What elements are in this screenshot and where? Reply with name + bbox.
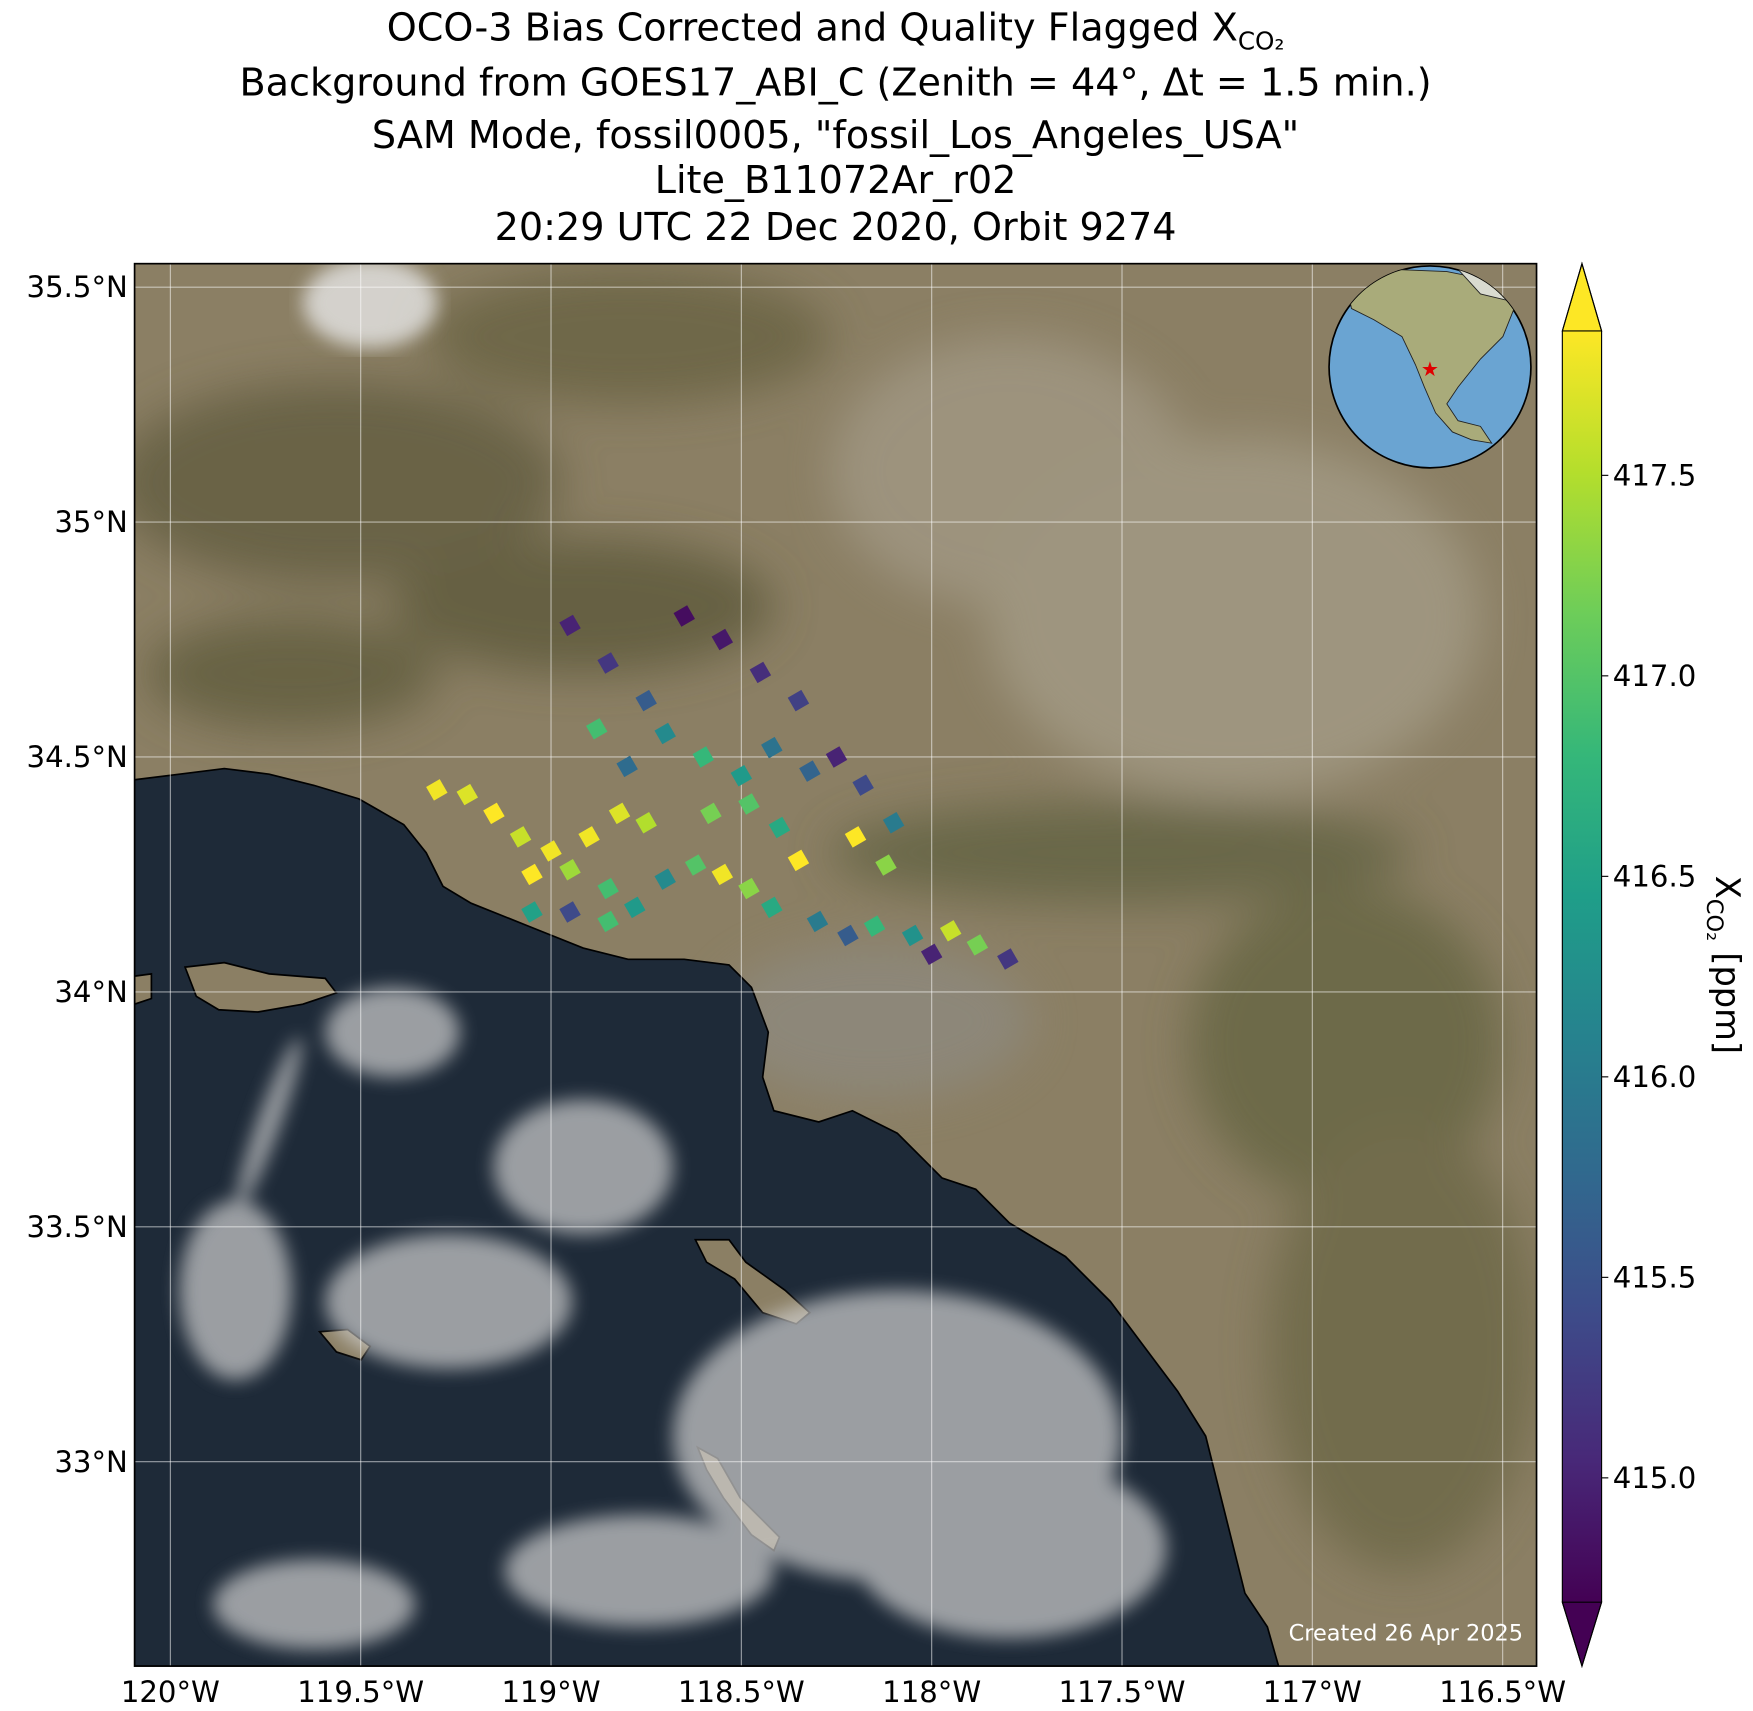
sounding (608, 802, 631, 825)
title-line: 20:29 UTC 22 Dec 2020, Orbit 9274 (495, 205, 1177, 249)
clouds (179, 987, 1167, 1650)
sounding (939, 920, 962, 942)
colorbar-label: XCO₂ [ppm] (1701, 876, 1747, 1054)
title-line: SAM Mode, fossil0005, "fossil_Los_Angele… (372, 113, 1299, 157)
sounding (787, 689, 810, 712)
sounding (852, 774, 874, 796)
map-frame (133, 262, 1538, 1667)
sounding (901, 924, 924, 947)
x-tick-label: 118°W (882, 1675, 981, 1709)
sounding (997, 948, 1019, 970)
sounding (711, 628, 734, 651)
colorbar-frame (1561, 261, 1603, 1669)
sounding (456, 783, 479, 806)
sounding (738, 793, 760, 815)
sounding (673, 605, 695, 627)
sounding (761, 896, 783, 919)
sounding (540, 840, 562, 862)
sounding (635, 812, 657, 834)
sounding (844, 826, 867, 848)
title-line: Lite_B11072Ar_r02 (655, 158, 1017, 202)
sounding (806, 910, 829, 933)
sounding (837, 924, 859, 947)
x-tick-label: 118.5°W (678, 1675, 805, 1709)
colorbar-label-main: X (1708, 876, 1747, 899)
y-tick-label: 33.5°N (27, 1210, 128, 1244)
y-tick-label: 35°N (54, 505, 127, 539)
sounding (825, 746, 848, 768)
sounding (521, 863, 543, 886)
annotation: Created 26 Apr 2025 (1289, 1620, 1523, 1646)
title-line: OCO-3 Bias Corrected and Quality Flagged… (387, 5, 1285, 55)
sounding (875, 854, 897, 876)
colorbar: 415.0 415.5 416.0 416.5 417.0 417.5 (1561, 261, 1696, 1669)
inset-globe: ★ (1328, 265, 1532, 469)
x-tick-label: 117°W (1263, 1675, 1362, 1709)
sounding (635, 689, 657, 712)
sounding (597, 910, 619, 933)
svg-text:★: ★ (1421, 357, 1439, 381)
sounding (692, 746, 715, 768)
y-tick-label: 34°N (54, 975, 127, 1009)
colorbar-tick-label: 415.5 (1613, 1260, 1696, 1294)
sounding (585, 718, 608, 740)
y-tick-label: 33°N (54, 1445, 127, 1479)
colorbar-extend-max (1561, 261, 1603, 332)
colorbar-tick-label: 417.0 (1613, 659, 1696, 693)
sounding (624, 896, 646, 919)
sounding (521, 901, 543, 923)
colorbar-label-unit: [ppm] (1708, 952, 1747, 1054)
colorbar-label-sub: CO₂ (1701, 899, 1727, 941)
x-tick-label: 119°W (502, 1675, 601, 1709)
y-tick-label: 35.5°N (27, 270, 128, 304)
title-text: OCO-3 Bias Corrected and Quality Flagged… (387, 5, 1238, 49)
map-background (134, 263, 1537, 1667)
sounding (559, 901, 581, 923)
sounding (654, 722, 676, 745)
sounding (761, 736, 783, 759)
sounding (730, 765, 753, 787)
sounding (749, 661, 772, 684)
sounding (559, 614, 581, 637)
title-subscript: CO₂ (1238, 26, 1285, 55)
sounding (966, 934, 989, 956)
terrain (134, 269, 1537, 1571)
colorbar-tick-label: 416.5 (1613, 859, 1696, 893)
x-tick-label: 120°W (121, 1675, 220, 1709)
x-tick-label: 116.5°W (1439, 1675, 1566, 1709)
sounding (711, 863, 734, 886)
sounding (768, 816, 791, 839)
colorbar-tick-label: 417.5 (1613, 458, 1696, 492)
sounding (787, 849, 810, 872)
sounding (920, 943, 943, 966)
sounding (483, 802, 505, 825)
sounding (654, 868, 676, 890)
sounding (597, 652, 619, 674)
grid (134, 263, 1537, 1667)
sounding (597, 877, 619, 900)
sounding (616, 755, 638, 778)
soundings (426, 605, 1019, 970)
sounding (700, 802, 722, 825)
title-line: Background from GOES17_ABI_C (Zenith = 4… (240, 60, 1432, 104)
x-tick-label: 119.5°W (297, 1675, 424, 1709)
colorbar-tick-label: 416.0 (1613, 1060, 1696, 1094)
colorbar-tick-label: 415.0 (1613, 1461, 1696, 1495)
sounding (684, 854, 707, 876)
sounding (559, 859, 581, 881)
sounding (738, 877, 760, 900)
colorbar-extend-min (1561, 1601, 1603, 1669)
sounding (882, 812, 905, 834)
colorbar-body (1562, 330, 1602, 1603)
sounding (426, 779, 448, 801)
y-tick-label: 34.5°N (27, 740, 128, 774)
sounding (799, 760, 821, 782)
sounding (863, 915, 886, 937)
sounding (578, 826, 600, 848)
sounding (509, 826, 532, 848)
x-tick-label: 117.5°W (1059, 1675, 1186, 1709)
